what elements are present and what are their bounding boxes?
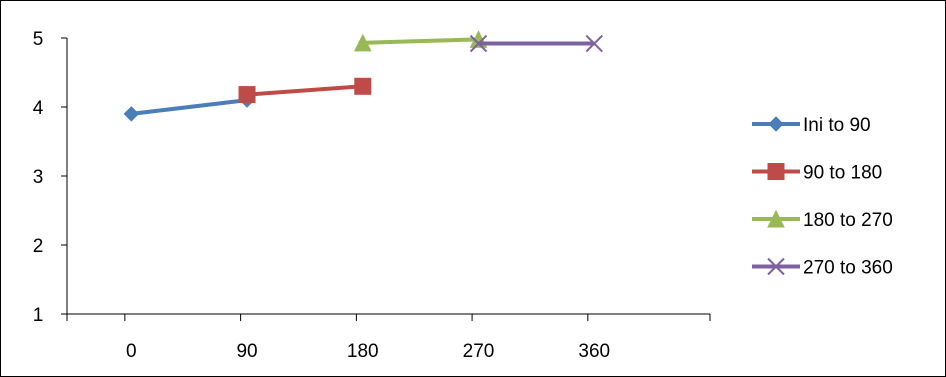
legend-label: 270 to 360 bbox=[803, 258, 893, 279]
series-2 bbox=[238, 77, 372, 104]
data-point bbox=[123, 106, 140, 122]
x-stroke bbox=[585, 34, 603, 53]
legend-label: 90 to 180 bbox=[803, 163, 882, 184]
x-tick-label: 180 bbox=[347, 341, 379, 362]
series-line bbox=[362, 37, 479, 45]
series-line bbox=[246, 84, 363, 97]
data-point bbox=[469, 34, 488, 53]
legend-item-3: 180 to 270 bbox=[752, 209, 893, 231]
data-point bbox=[353, 33, 372, 52]
legend: Ini to 90 90 to 180 180 to 270 270 to 360 bbox=[752, 115, 893, 279]
legend-marker bbox=[767, 163, 785, 180]
series-line bbox=[131, 98, 248, 116]
legend-label: 180 to 270 bbox=[803, 210, 893, 231]
series-3 bbox=[353, 30, 488, 52]
legend-label: Ini to 90 bbox=[803, 115, 871, 136]
x-tick-label: 360 bbox=[578, 341, 610, 362]
legend-marker bbox=[767, 257, 785, 276]
legend-item-4: 270 to 360 bbox=[752, 258, 893, 279]
y-tick-label: 2 bbox=[33, 236, 44, 257]
x-tick-label: 90 bbox=[236, 341, 257, 362]
legend-marker bbox=[768, 116, 784, 132]
data-point bbox=[238, 86, 256, 104]
series-1 bbox=[123, 92, 255, 122]
y-tick-label: 5 bbox=[33, 29, 44, 50]
y-tick-label: 3 bbox=[33, 167, 44, 188]
legend-item-1: Ini to 90 bbox=[752, 115, 871, 136]
data-point bbox=[354, 77, 372, 95]
y-tick-label: 1 bbox=[33, 305, 44, 326]
legend-marker bbox=[767, 209, 785, 228]
x-tick-label: 270 bbox=[463, 341, 495, 362]
series-4 bbox=[469, 34, 603, 53]
axes: 1 2 3 4 5 0 90 180 270 360 bbox=[33, 29, 711, 362]
x-stroke bbox=[469, 34, 488, 53]
x-stroke bbox=[767, 257, 785, 276]
y-tick-label: 4 bbox=[33, 98, 44, 119]
x-tick-label: 0 bbox=[126, 341, 137, 362]
data-point bbox=[585, 34, 603, 53]
legend-item-2: 90 to 180 bbox=[752, 163, 882, 184]
plot-area bbox=[123, 30, 603, 122]
